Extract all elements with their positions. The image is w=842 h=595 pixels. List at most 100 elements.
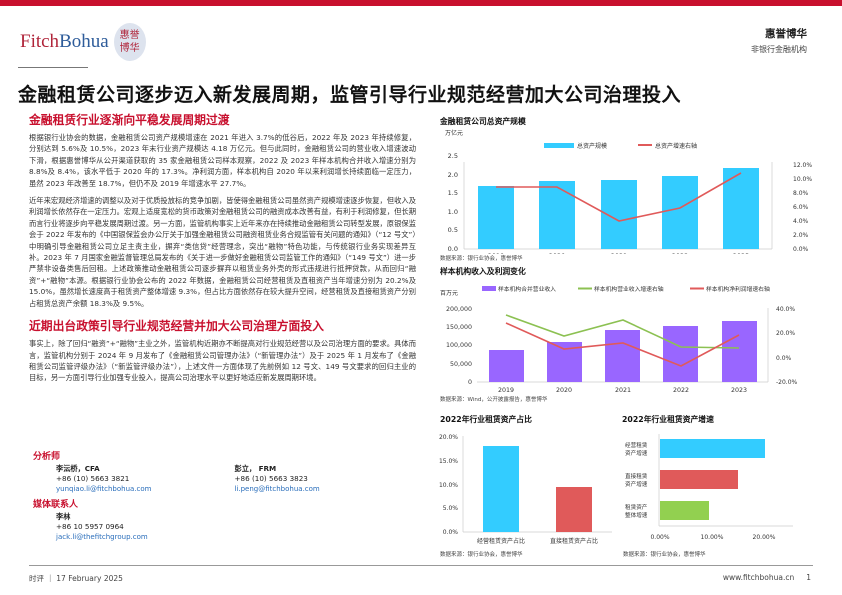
svg-text:10.00%: 10.00% [701, 534, 724, 541]
svg-text:10.0%: 10.0% [439, 482, 458, 489]
legend-swatch-bar [482, 286, 496, 291]
chart3-source: 数据来源：银行业协会，惠誉博华 [440, 552, 523, 558]
svg-text:0.0%: 0.0% [776, 355, 792, 362]
svg-text:0.0%: 0.0% [443, 529, 459, 536]
chart1-left-axis: 0.0 0.5 1.0 1.5 2.0 2.5 3.0 [448, 152, 458, 253]
analyst-card: 彭立， FRM +86 (10) 5663 3823 li.peng@fitch… [235, 464, 414, 494]
chart3-y-axis: 0.0% 5.0% 10.0% 15.0% 20.0% [439, 434, 458, 536]
svg-text:0.0%: 0.0% [793, 246, 809, 253]
legend-label: 样本机构营业收入增速右轴 [594, 285, 664, 293]
chart4-x-axis: 0.00% 10.00% 20.00% [650, 534, 775, 541]
svg-text:50,000: 50,000 [450, 361, 472, 368]
brand-block: 惠誉博华 非银行金融机构 [751, 26, 807, 55]
chart4-bar-overall [660, 501, 709, 520]
chart4-lease-growth: 经营租赁 资产增速 直接租赁 资产增速 租赁资产 整体增速 0.00% 10.0… [625, 434, 793, 541]
chart2-profit-growth-line [505, 322, 740, 367]
chart1-source: 数据来源：银行业协会，惠誉博华 [440, 256, 523, 262]
chart2-income-profit: 百万元 样本机构合并营业收入 样本机构营业收入增速右轴 样本机构净利润增速右轴 … [440, 285, 798, 394]
media-name: 李林 [56, 512, 71, 521]
seal-char: 誉 [129, 30, 140, 41]
logo-seal-icon: 惠誉博华 [113, 23, 146, 61]
section-heading: 金融租赁行业逐渐向平稳发展周期过渡 [29, 113, 230, 127]
chart2-bars [489, 321, 757, 382]
legend-label: 总资产增速右轴 [655, 142, 697, 150]
chart1-title: 金融租赁公司总资产规模 [440, 117, 526, 126]
svg-text:8.0%: 8.0% [793, 190, 809, 197]
chart4-bar-direct [660, 470, 738, 489]
svg-text:12.0%: 12.0% [793, 162, 812, 169]
paragraph: 事实上，除了回归“融资”+“融物”主业之外，监管机构近期亦不断提高对行业规范经营… [29, 339, 416, 383]
footer-right: www.fitchbohua.cn 1 [711, 573, 811, 582]
chart1-ylabel: 万亿元 [445, 129, 463, 137]
logo-text-fitch: Fitch [20, 31, 60, 52]
svg-text:1.0: 1.0 [448, 208, 458, 216]
page-title: 金融租赁公司逐步迈入新发展周期，监管引导行业规范经营加大公司治理投入 [18, 84, 682, 106]
svg-text:直接租赁资产占比: 直接租赁资产占比 [550, 537, 598, 545]
svg-text:4.0%: 4.0% [793, 218, 809, 225]
analyst-list: 李沄桥，CFA +86 (10) 5663 3821 yunqiao.li@fi… [33, 464, 413, 494]
chart4-y-axis: 经营租赁 资产增速 直接租赁 资产增速 租赁资产 整体增速 [625, 441, 648, 519]
legend-label: 样本机构净利润增速右轴 [706, 285, 770, 293]
analyst-name: 李沄桥，CFA [56, 464, 100, 473]
svg-text:资产增速: 资产增速 [625, 480, 648, 488]
brand-category: 非银行金融机构 [751, 45, 807, 54]
footer-divider [29, 565, 813, 566]
svg-text:直接租赁: 直接租赁 [625, 472, 648, 480]
svg-text:租赁资产: 租赁资产 [625, 503, 648, 511]
legend-swatch-bar [544, 143, 574, 148]
media-phone: +86 10 5957 0964 [56, 522, 124, 531]
analyst-email-link[interactable]: yunqiao.li@fitchbohua.com [56, 485, 152, 493]
analyst-phone: +86 (10) 5663 3821 [56, 474, 130, 483]
svg-text:0.5: 0.5 [448, 226, 458, 234]
svg-text:2.0%: 2.0% [793, 232, 809, 239]
chart4-title: 2022年行业租赁资产增速 [622, 415, 714, 424]
chart2-x-axis: 2019 2020 2021 2022 2023 [498, 387, 747, 394]
svg-text:2021: 2021 [615, 387, 631, 394]
svg-text:2.5: 2.5 [448, 152, 458, 160]
chart1-total-assets: 万亿元 总资产规模 总资产增速右轴 0.0 0.5 1.0 1.5 2.0 2.… [445, 129, 812, 254]
analysts-heading: 分析师 [33, 452, 61, 462]
svg-text:100,000: 100,000 [446, 342, 472, 349]
contacts-block: 分析师 李沄桥，CFA +86 (10) 5663 3821 yunqiao.l… [33, 449, 413, 542]
chart2-revenue-growth-line [505, 314, 740, 349]
chart3-x-axis: 经营租赁资产占比 直接租赁资产占比 [477, 537, 598, 545]
chart1-bars [478, 168, 759, 249]
svg-text:5.0%: 5.0% [443, 505, 459, 512]
legend-label: 样本机构合并营业收入 [498, 285, 556, 293]
svg-text:150,000: 150,000 [446, 324, 472, 331]
paragraph: 近年来宏观经济增速的调整以及对于优质投放标的竞争加剧，皆使得金融租赁公司虽然资产… [29, 196, 416, 308]
chart3-bar-direct [556, 487, 592, 532]
seal-char: 华 [129, 43, 140, 54]
svg-text:1.5: 1.5 [448, 189, 458, 197]
media-heading: 媒体联系人 [33, 500, 79, 510]
chart4-source: 数据来源：银行业协会，惠誉博华 [623, 552, 706, 558]
chart2-title: 样本机构收入及利润变化 [440, 267, 526, 276]
media-list: 李林 +86 10 5957 0964 jack.li@thefitchgrou… [33, 512, 413, 542]
svg-text:2.0: 2.0 [448, 171, 458, 179]
chart3-bar-operating [483, 446, 519, 532]
svg-text:2021: 2021 [611, 252, 628, 254]
brand-name: 惠誉博华 [765, 28, 807, 40]
article-body: 金融租赁行业逐渐向平稳发展周期过渡 根据银行业协会的数据，金融租赁公司资产规模增… [29, 111, 416, 390]
svg-text:整体增速: 整体增速 [625, 511, 648, 519]
media-email-link[interactable]: jack.li@thefitchgroup.com [56, 533, 148, 541]
svg-text:2019: 2019 [498, 387, 514, 394]
website-link[interactable]: www.fitchbohua.cn [722, 573, 795, 582]
analyst-phone: +86 (10) 5663 3823 [234, 474, 308, 483]
chart1-right-axis: 0.0% 2.0% 4.0% 6.0% 8.0% 10.0% 12.0% [793, 162, 812, 253]
analyst-email-link[interactable]: li.peng@fitchbohua.com [234, 485, 320, 493]
svg-text:-20.0%: -20.0% [776, 379, 798, 386]
svg-text:20.00%: 20.00% [753, 534, 776, 541]
svg-text:20.0%: 20.0% [776, 330, 795, 337]
svg-text:200,000: 200,000 [446, 306, 472, 313]
analyst-card: 李沄桥，CFA +86 (10) 5663 3821 yunqiao.li@fi… [56, 464, 235, 494]
analyst-name: 彭立， FRM [234, 464, 277, 473]
section-heading: 近期出台政策引导行业规范经营并加大公司治理方面投入 [29, 319, 324, 334]
svg-text:0.0: 0.0 [448, 245, 458, 253]
footer-date: 时评 ｜ 17 February 2025 [29, 574, 123, 583]
svg-text:0: 0 [468, 379, 472, 386]
seal-char: 惠 [119, 30, 130, 41]
chart4-bar-operating [660, 439, 765, 458]
svg-text:2020: 2020 [556, 387, 572, 394]
svg-text:20.0%: 20.0% [439, 434, 458, 441]
